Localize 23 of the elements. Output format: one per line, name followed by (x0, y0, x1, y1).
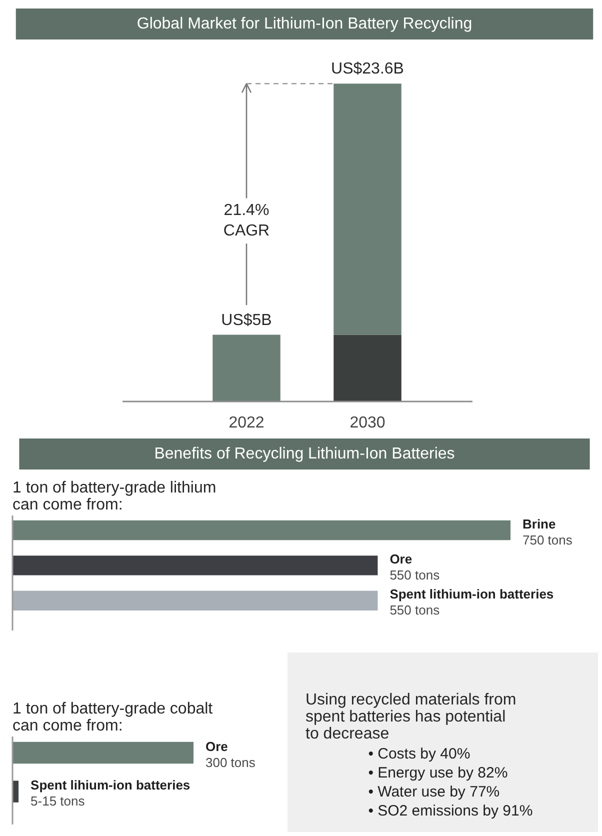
data-label: 300 tons (206, 754, 256, 770)
text: • Energy use by 82% (368, 764, 508, 782)
chart-subtitle: 1 ton of battery-grade cobalt can come from: (12, 700, 214, 734)
data-label: 750 tons (522, 532, 573, 548)
data-label: 550 tons (390, 567, 440, 582)
category-label: Spent lithium-ion batteries (390, 586, 554, 602)
chart-title: Benefits of Recycling Lithium-Ion Batteries (154, 446, 455, 462)
x-tick-label: 2022 (228, 414, 264, 432)
text: • Costs by 40% (368, 746, 470, 762)
text: • Water use by 77% (368, 784, 500, 800)
category-label: Ore (390, 551, 412, 566)
x-tick-label: 2030 (350, 414, 386, 432)
chart-subtitle: 1 ton of battery-grade lithium can come from: (12, 480, 216, 514)
y-tick-label: Spent lihium-ion batteries (30, 778, 190, 793)
text: • SO2 emissions by 91% (368, 802, 533, 820)
total-label: US$23.6B (331, 60, 404, 78)
data-label: 550 tons (390, 602, 440, 618)
annotation: 21.4% CAGR (223, 202, 270, 240)
text: Using recycled materials from spent batteries has potential to decrease (306, 692, 516, 742)
chart-title: Global Market for Lithium-Ion Battery Recycling (136, 16, 472, 32)
total-label: US$5B (221, 312, 272, 329)
data-label: 5-15 tons (30, 794, 86, 809)
category-label: Brine (522, 516, 556, 532)
